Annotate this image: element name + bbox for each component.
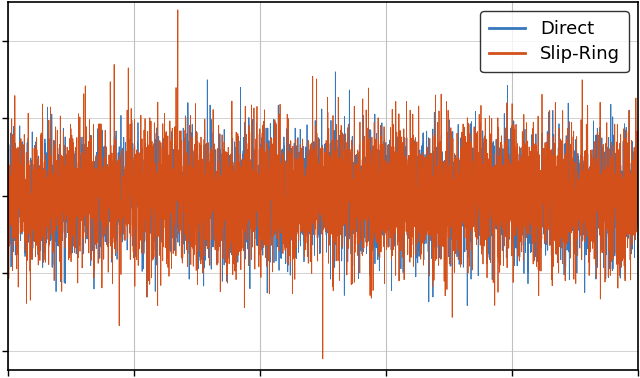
- Direct: [382, 189, 390, 193]
- Direct: [244, 248, 252, 253]
- Direct: [474, 186, 482, 191]
- Slip-Ring: [4, 198, 12, 203]
- Slip-Ring: [174, 8, 182, 12]
- Slip-Ring: [474, 157, 482, 161]
- Direct: [463, 303, 471, 308]
- Slip-Ring: [634, 207, 640, 212]
- Slip-Ring: [319, 356, 326, 361]
- Slip-Ring: [382, 196, 390, 201]
- Legend: Direct, Slip-Ring: Direct, Slip-Ring: [480, 11, 629, 73]
- Slip-Ring: [522, 193, 530, 198]
- Slip-Ring: [118, 150, 126, 155]
- Line: Slip-Ring: Slip-Ring: [8, 10, 638, 359]
- Direct: [634, 219, 640, 224]
- Slip-Ring: [414, 217, 422, 221]
- Direct: [332, 70, 339, 74]
- Direct: [522, 211, 530, 216]
- Line: Direct: Direct: [8, 72, 638, 305]
- Slip-Ring: [244, 242, 252, 246]
- Direct: [413, 198, 421, 203]
- Direct: [118, 240, 126, 245]
- Direct: [4, 141, 12, 146]
